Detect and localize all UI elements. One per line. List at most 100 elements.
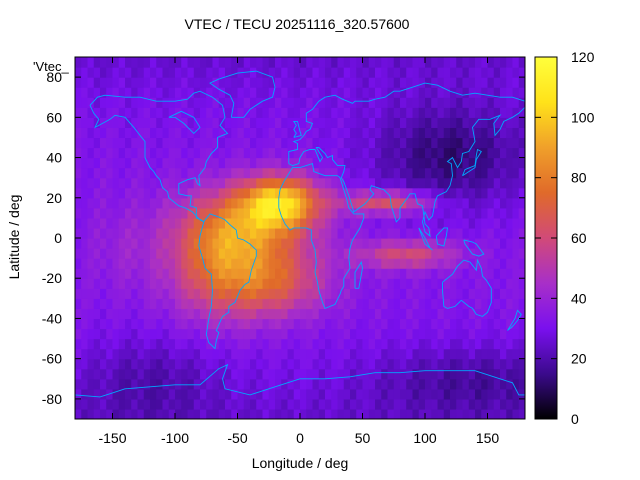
heatmap-cell xyxy=(175,318,182,330)
heatmap-cell xyxy=(212,278,220,289)
heatmap-cell xyxy=(137,278,145,289)
heatmap-cell xyxy=(181,268,189,279)
heatmap-cell xyxy=(300,408,307,419)
heatmap-cell xyxy=(356,258,364,269)
heatmap-cell xyxy=(400,187,407,199)
heatmap-cell xyxy=(237,97,245,108)
heatmap-cell xyxy=(412,167,420,179)
heatmap-cell xyxy=(462,77,470,88)
heatmap-cell xyxy=(100,388,107,400)
y-tick-label: 20 xyxy=(46,190,62,206)
heatmap-cell xyxy=(118,147,126,159)
heatmap-cell xyxy=(118,318,126,330)
heatmap-cell xyxy=(150,378,157,390)
heatmap-cell xyxy=(375,187,382,199)
heatmap-cell xyxy=(225,308,232,320)
heatmap-cell xyxy=(356,308,364,320)
heatmap-cell xyxy=(462,288,470,299)
heatmap-cell xyxy=(231,348,239,360)
heatmap-cell xyxy=(337,217,345,229)
heatmap-cell xyxy=(512,328,520,340)
heatmap-cell xyxy=(300,398,307,410)
heatmap-cell xyxy=(106,207,114,219)
heatmap-cell xyxy=(75,117,82,128)
heatmap-cell xyxy=(118,157,126,169)
heatmap-cell xyxy=(468,278,476,289)
heatmap-cell xyxy=(162,398,170,410)
heatmap-cell xyxy=(512,338,520,350)
heatmap-cell xyxy=(243,298,251,309)
heatmap-cell xyxy=(387,137,395,149)
heatmap-cell xyxy=(125,87,132,98)
heatmap-cell xyxy=(487,398,495,410)
y-tick-label: 0 xyxy=(54,230,62,246)
heatmap-cell xyxy=(406,57,414,68)
heatmap-cell xyxy=(112,67,120,78)
heatmap-cell xyxy=(243,308,251,320)
heatmap-cell xyxy=(187,298,195,309)
heatmap-cell xyxy=(181,137,189,149)
heatmap-cell xyxy=(218,87,226,98)
heatmap-cell xyxy=(281,127,289,139)
heatmap-cell xyxy=(237,298,245,309)
heatmap-cell xyxy=(318,388,326,400)
heatmap-cell xyxy=(406,147,414,159)
heatmap-cell xyxy=(168,358,176,370)
heatmap-cell xyxy=(387,97,395,108)
heatmap-cell xyxy=(250,157,257,169)
heatmap-cell xyxy=(75,207,82,219)
heatmap-cell xyxy=(287,278,295,289)
heatmap-cell xyxy=(406,248,414,259)
heatmap-cell xyxy=(243,258,251,269)
heatmap-cell xyxy=(425,298,432,309)
heatmap-cell xyxy=(275,117,282,128)
heatmap-cell xyxy=(268,278,276,289)
heatmap-cell xyxy=(500,238,507,249)
heatmap-cell xyxy=(206,87,214,98)
heatmap-cell xyxy=(337,258,345,269)
heatmap-cell xyxy=(450,67,457,78)
heatmap-cell xyxy=(462,127,470,139)
heatmap-cell xyxy=(93,288,101,299)
colorbar-tick-label: 80 xyxy=(571,170,587,186)
heatmap-cell xyxy=(406,338,414,350)
heatmap-cell xyxy=(393,238,401,249)
heatmap-cell xyxy=(225,207,232,219)
heatmap-cell xyxy=(468,177,476,189)
heatmap-cell xyxy=(387,207,395,219)
heatmap-cell xyxy=(325,67,332,78)
heatmap-cell xyxy=(456,348,464,360)
heatmap-cell xyxy=(306,368,314,380)
heatmap-cell xyxy=(312,338,320,350)
heatmap-cell xyxy=(437,87,445,98)
heatmap-cell xyxy=(93,157,101,169)
heatmap-cell xyxy=(362,388,370,400)
heatmap-cell xyxy=(250,177,257,189)
heatmap-cell xyxy=(268,207,276,219)
heatmap-cell xyxy=(500,107,507,118)
heatmap-cell xyxy=(462,67,470,78)
heatmap-cell xyxy=(81,87,89,98)
heatmap-cell xyxy=(343,278,351,289)
coastline xyxy=(435,227,449,247)
heatmap-cell xyxy=(506,77,514,88)
heatmap-cell xyxy=(81,358,89,370)
heatmap-cell xyxy=(400,147,407,159)
heatmap-cell xyxy=(118,278,126,289)
heatmap-cell xyxy=(393,388,401,400)
heatmap-cell xyxy=(268,268,276,279)
heatmap-cell xyxy=(487,177,495,189)
heatmap-cell xyxy=(137,107,145,118)
heatmap-cell xyxy=(93,408,101,419)
heatmap-cell xyxy=(412,398,420,410)
heatmap-cell xyxy=(262,67,270,78)
heatmap-cell xyxy=(450,308,457,320)
heatmap-cell xyxy=(337,127,345,139)
heatmap-cell xyxy=(443,338,451,350)
heatmap-cell xyxy=(212,358,220,370)
heatmap-cell xyxy=(293,308,301,320)
heatmap-cell xyxy=(237,288,245,299)
heatmap-cell xyxy=(156,177,164,189)
heatmap-cell xyxy=(131,77,139,88)
heatmap-cell xyxy=(187,57,195,68)
